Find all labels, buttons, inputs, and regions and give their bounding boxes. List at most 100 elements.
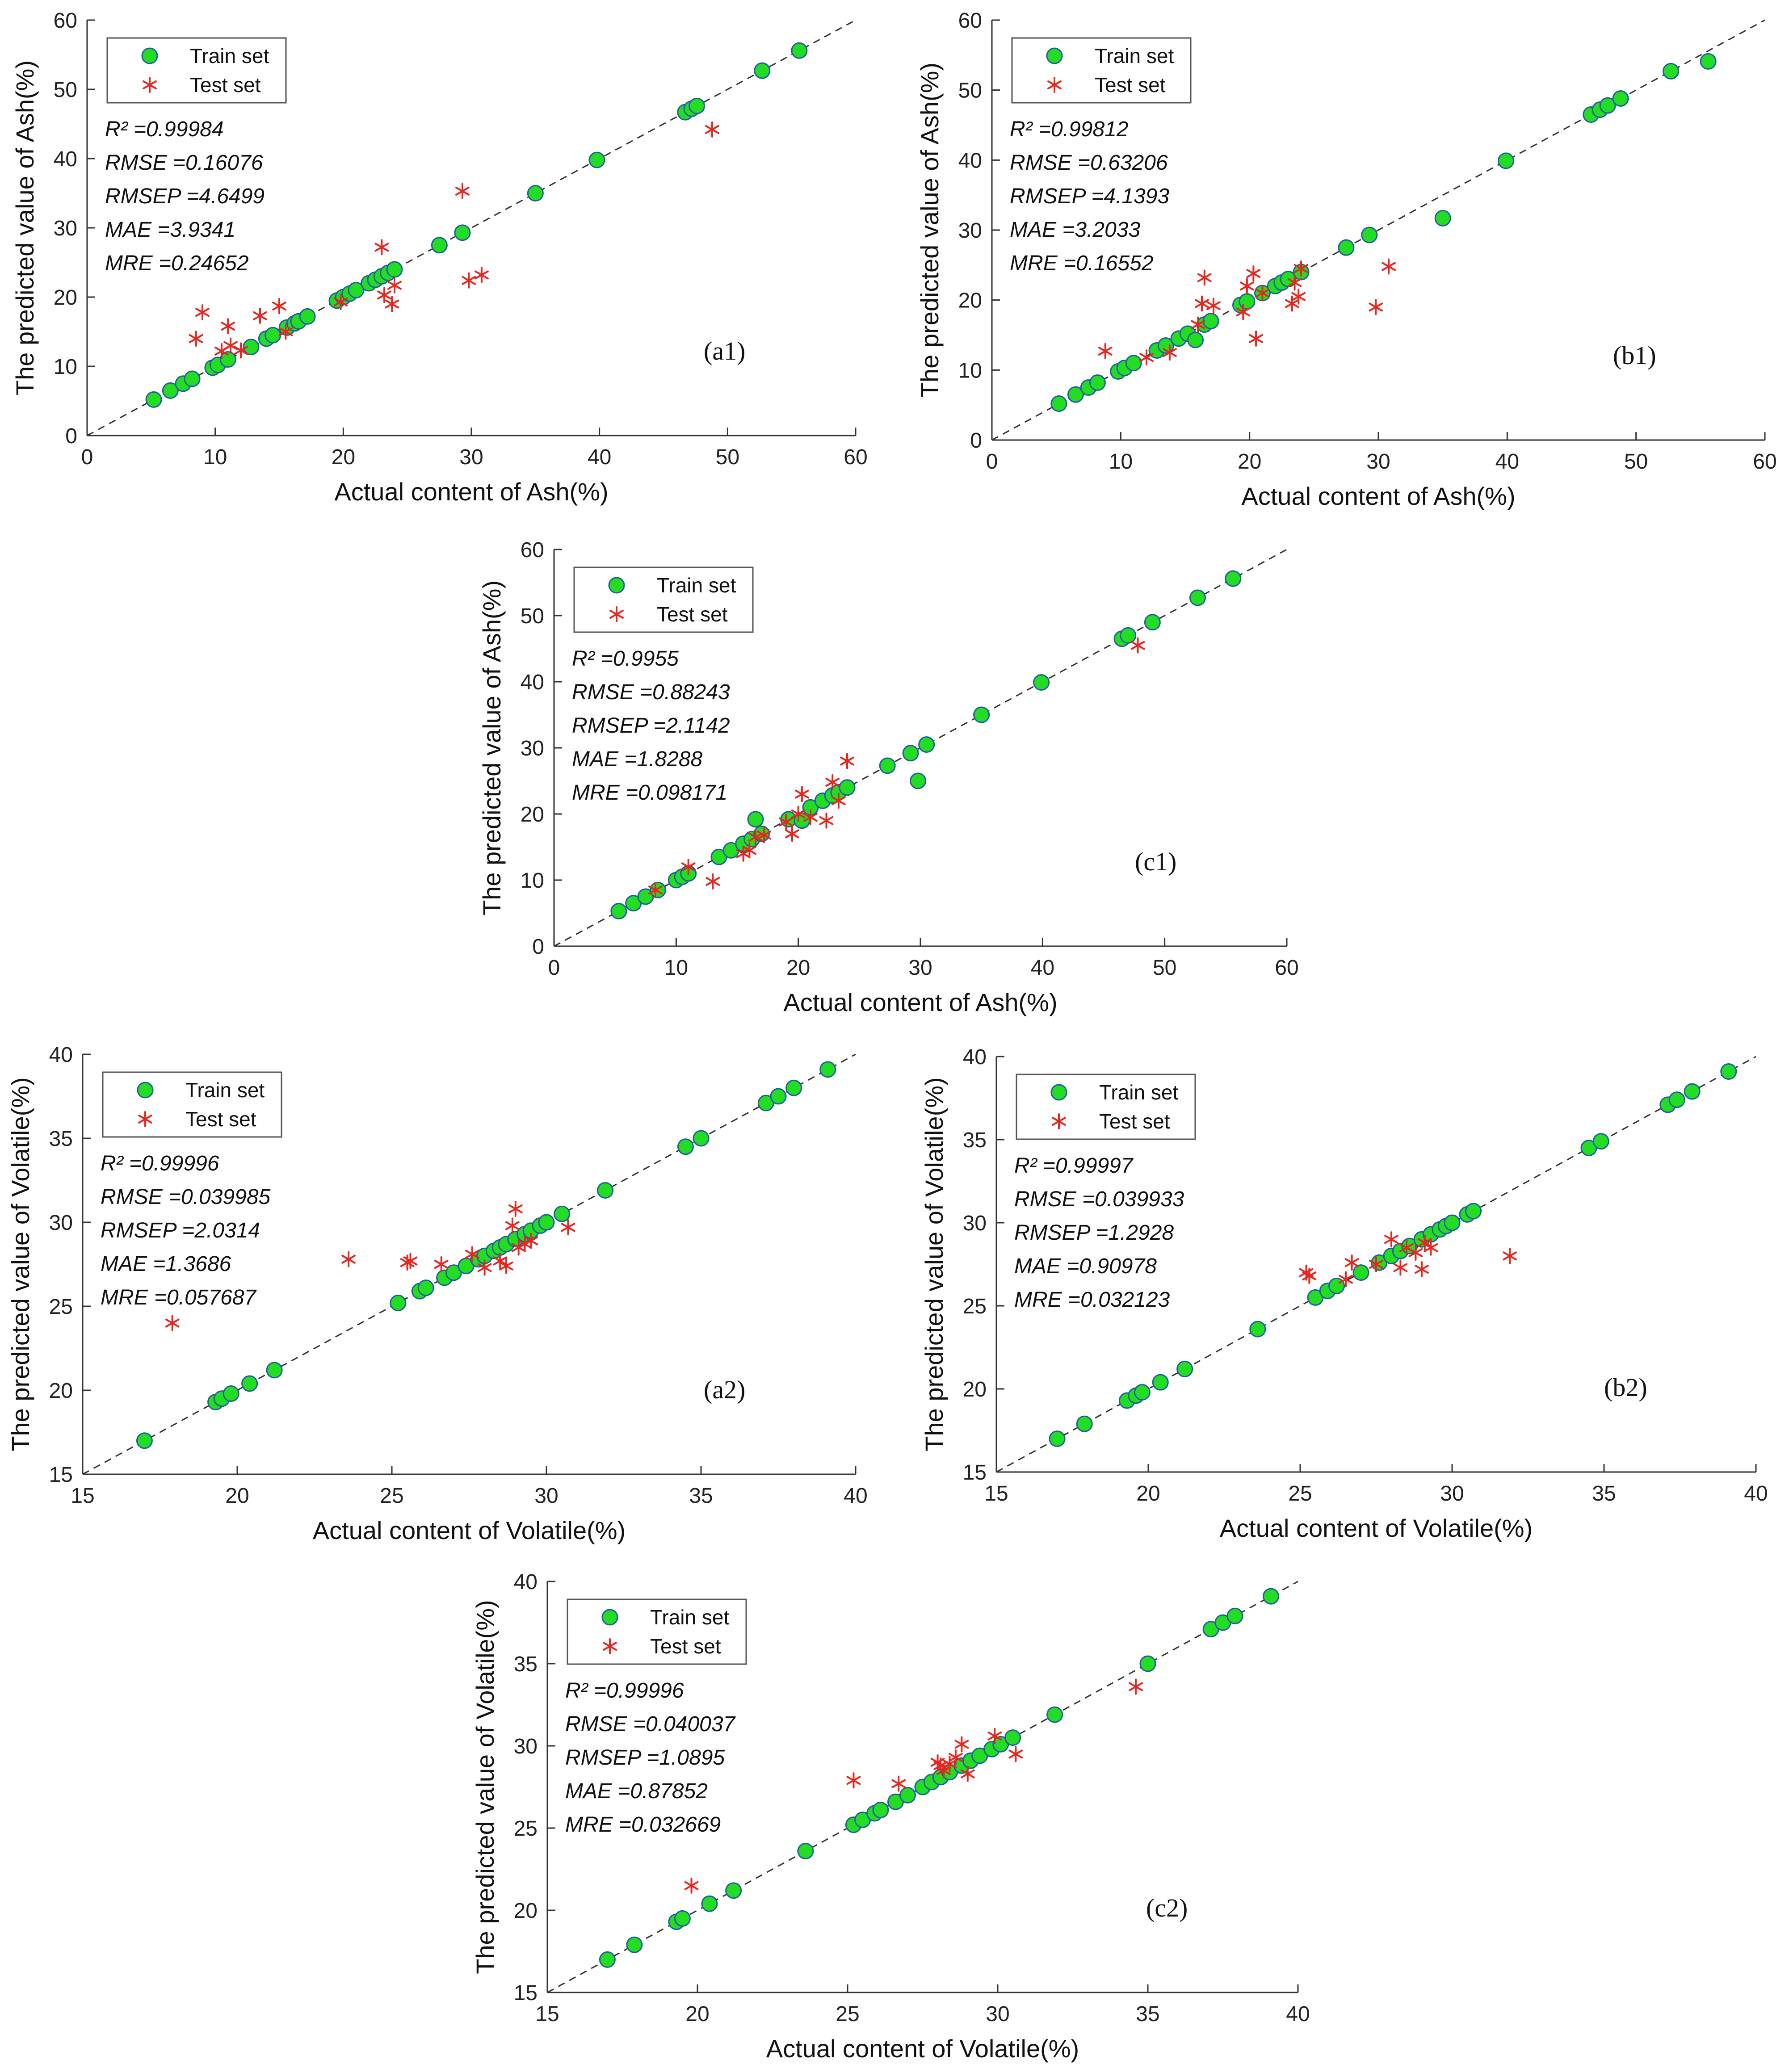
test-point-stroke [1197,273,1212,282]
train-point [1033,674,1050,691]
x-tick-label: 20 [786,956,810,980]
legend-train-label: Train set [657,574,736,597]
test-point [493,1253,508,1269]
identity-line [991,19,1765,441]
legend-box [1016,1074,1196,1140]
train-point [243,339,260,356]
train-point [266,1362,283,1379]
y-tick-label: 30 [963,1212,987,1235]
test-point [1195,295,1209,312]
train-point [693,1130,710,1147]
test-point-stroke [791,810,806,818]
test-point-stroke [803,813,818,822]
stat-rmsep: RMSEP =2.0314 [101,1219,260,1242]
test-point [825,774,840,790]
y-tick-label: 20 [963,1378,987,1401]
test-point-stroke [477,1263,492,1272]
stat-rmsep: RMSEP =4.6499 [105,185,265,208]
test-point [1339,1271,1353,1288]
x-axis-label: Actual content of Volatile(%) [766,2034,1079,2063]
legend-test-label: Test set [657,603,728,626]
train-point [1225,570,1242,587]
test-point-stroke [757,830,772,840]
test-point-stroke [1195,299,1209,308]
test-point [505,1217,520,1234]
test-point [477,1259,492,1276]
train-point [1125,355,1142,372]
test-point [385,296,399,312]
y-tick-label: 20 [49,1379,73,1403]
test-point [1384,1231,1398,1248]
panel-c2: 15 20 25 30 35 40 15 20 25 30 35 40 Actual content o… [471,1570,1310,2063]
y-tick-label: 50 [521,604,544,628]
train-point [1599,97,1616,114]
train-point [223,1385,239,1402]
train-point [1176,1360,1193,1377]
test-point [1162,344,1177,361]
test-point-stroke [475,270,489,280]
train-point [162,382,179,399]
test-point-stroke [1417,1238,1432,1247]
x-tick-label: 20 [225,1484,249,1508]
train-point [701,1895,718,1912]
y-tick-label: 35 [49,1127,73,1151]
train-point [649,881,666,898]
train-point [1465,1203,1482,1220]
test-point [455,183,470,199]
x-tick-label: 15 [71,1484,94,1508]
y-axis-label: The predicted value of Ash(%) [478,580,506,915]
train-point [145,391,162,408]
y-tick-label: 20 [514,1899,538,1923]
x-tick-label: 35 [1592,1482,1616,1506]
train-point [1249,1321,1266,1338]
test-point [1424,1239,1438,1256]
test-point-stroke [779,817,794,826]
test-point [333,294,348,310]
test-point [1206,298,1221,314]
test-point-stroke [1339,1275,1353,1284]
train-point [689,97,706,114]
test-point [1246,265,1261,282]
x-tick-label: 0 [986,450,998,474]
test-point-stroke [505,1221,520,1230]
train-point [754,62,771,79]
x-tick-label: 0 [81,445,93,469]
legend-test-stroke [138,1115,152,1124]
test-point-stroke [234,346,248,355]
x-tick-label: 25 [1288,1482,1312,1506]
legend-box [102,1071,282,1138]
test-point [1236,304,1251,320]
train-point [527,185,544,201]
y-tick-label: 60 [521,538,544,562]
train-point [1361,226,1378,243]
legend-test-label: Test set [190,73,261,96]
legend-test-label: Test set [185,1107,256,1131]
test-point [785,826,799,842]
test-point-stroke [508,1204,523,1213]
legend-test-marker [603,1638,617,1654]
test-point [253,307,267,324]
test-point-stroke [374,243,389,252]
test-point-stroke [333,297,348,306]
train-point [431,237,448,254]
panel-label: (b1) [1613,341,1656,370]
y-tick-label: 15 [49,1463,73,1487]
legend-test-marker [609,606,624,622]
test-point [1008,1746,1023,1762]
legend-box [567,1598,747,1665]
test-point [403,1253,418,1269]
panel-a1: 0 10 20 30 40 50 60 0 10 20 30 40 50 60 Actual content… [11,9,868,506]
legend-train-marker [141,47,158,64]
test-point-stroke [987,1731,1002,1741]
test-point-stroke [465,1250,479,1259]
test-point [561,1219,575,1236]
test-point [1302,1268,1317,1284]
test-point-stroke [1408,1248,1423,1257]
panel-a2: 15 20 25 30 35 40 15 20 25 30 35 40 Actual content o… [6,1043,868,1544]
test-point-stroke [840,756,854,766]
test-point [221,318,235,335]
test-point-stroke [253,311,267,320]
train-point [538,1214,555,1231]
legend-test-stroke [143,80,157,89]
stat-mre: MRE =0.098171 [572,781,727,805]
